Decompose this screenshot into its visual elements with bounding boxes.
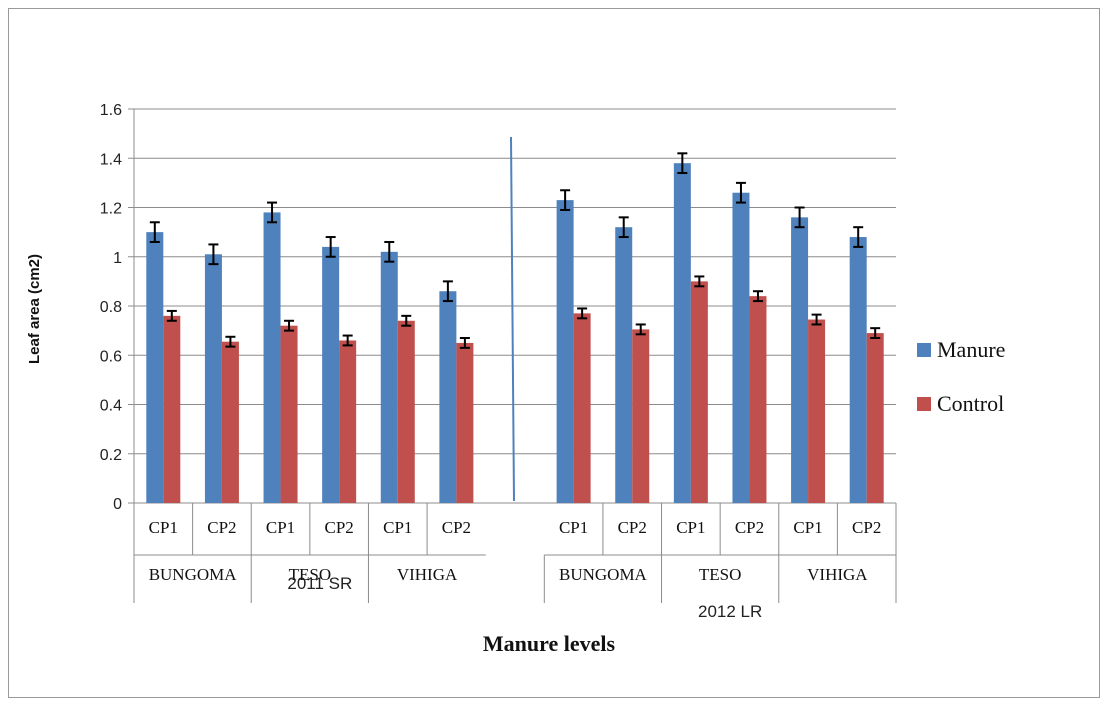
category-label: CP1 — [383, 518, 412, 537]
y-tick-label: 1.4 — [100, 151, 122, 168]
location-label: TESO — [289, 565, 332, 584]
bar-manure — [263, 212, 281, 504]
y-tick-label: 0.8 — [100, 299, 122, 316]
bar-control — [397, 320, 415, 503]
gridlines — [134, 108, 896, 455]
location-label: BUNGOMA — [559, 565, 648, 584]
category-label: CP2 — [207, 518, 236, 537]
legend-swatch-control — [917, 397, 931, 411]
category-label: CP2 — [735, 518, 764, 537]
y-axis-title: Leaf area (cm2) — [26, 254, 43, 364]
bar-manure — [439, 291, 457, 503]
location-label: BUNGOMA — [149, 565, 238, 584]
bar-manure — [732, 192, 750, 503]
axes — [128, 108, 897, 603]
legend: Manure Control — [917, 337, 1005, 416]
bar-control — [221, 341, 239, 503]
category-label: CP2 — [325, 518, 354, 537]
season-divider — [510, 136, 515, 502]
chart-frame: 0 0.2 0.4 0.6 0.8 1 1.2 1.4 1.6 CP1 CP2 CP1 CP2 CP1 CP… — [8, 8, 1100, 698]
y-tick-label: 1.2 — [100, 201, 122, 218]
y-tick-label: 0.4 — [100, 398, 122, 415]
bar-control — [456, 342, 474, 503]
category-label: CP2 — [852, 518, 881, 537]
bar-manure — [146, 232, 164, 503]
y-tick-label: 0.2 — [100, 447, 122, 464]
category-label: CP1 — [676, 518, 705, 537]
bar-control — [163, 315, 181, 503]
location-label: TESO — [699, 565, 742, 584]
bars — [146, 163, 884, 504]
category-label: CP1 — [793, 518, 822, 537]
bar-manure — [849, 237, 867, 504]
location-label: VIHIGA — [807, 565, 868, 584]
bar-control — [690, 281, 708, 503]
bar-control — [339, 340, 357, 503]
bar-chart: 0 0.2 0.4 0.6 0.8 1 1.2 1.4 1.6 CP1 CP2 CP1 CP2 CP1 CP… — [26, 102, 1005, 656]
bar-manure — [322, 246, 340, 503]
y-tick-label: 0.6 — [100, 348, 122, 365]
legend-label-manure: Manure — [937, 337, 1005, 362]
axis-labels: 0 0.2 0.4 0.6 0.8 1 1.2 1.4 1.6 CP1 CP2 CP1 CP2 CP1 CP… — [100, 102, 882, 621]
error-bars — [149, 152, 881, 349]
bar-manure — [615, 227, 633, 503]
category-label: CP1 — [266, 518, 295, 537]
season-label: 2011 SR — [287, 574, 352, 593]
bar-manure — [556, 200, 574, 504]
legend-swatch-manure — [917, 343, 931, 357]
legend-label-control: Control — [937, 391, 1004, 416]
bar-control — [280, 325, 298, 503]
bar-control — [632, 329, 650, 503]
season-label: 2012 LR — [698, 602, 762, 621]
category-label: CP2 — [442, 518, 471, 537]
bar-manure — [673, 163, 691, 504]
y-tick-label: 1 — [113, 250, 122, 267]
bar-manure — [204, 254, 222, 503]
bar-control — [866, 333, 884, 503]
y-tick-label: 1.6 — [100, 102, 122, 119]
category-label: CP1 — [149, 518, 178, 537]
x-axis-title: Manure levels — [483, 631, 616, 656]
bar-control — [749, 296, 767, 503]
location-label: VIHIGA — [397, 565, 458, 584]
y-tick-label: 0 — [113, 496, 122, 513]
category-label: CP1 — [559, 518, 588, 537]
bar-manure — [380, 251, 398, 503]
bar-control — [808, 319, 826, 503]
bar-manure — [791, 217, 809, 503]
category-label: CP2 — [618, 518, 647, 537]
bar-control — [573, 313, 591, 503]
